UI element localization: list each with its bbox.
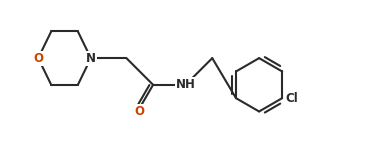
Text: N: N bbox=[86, 52, 96, 65]
Text: Cl: Cl bbox=[285, 92, 298, 105]
Text: O: O bbox=[135, 105, 144, 118]
Text: O: O bbox=[33, 52, 43, 65]
Text: NH: NH bbox=[176, 78, 195, 91]
